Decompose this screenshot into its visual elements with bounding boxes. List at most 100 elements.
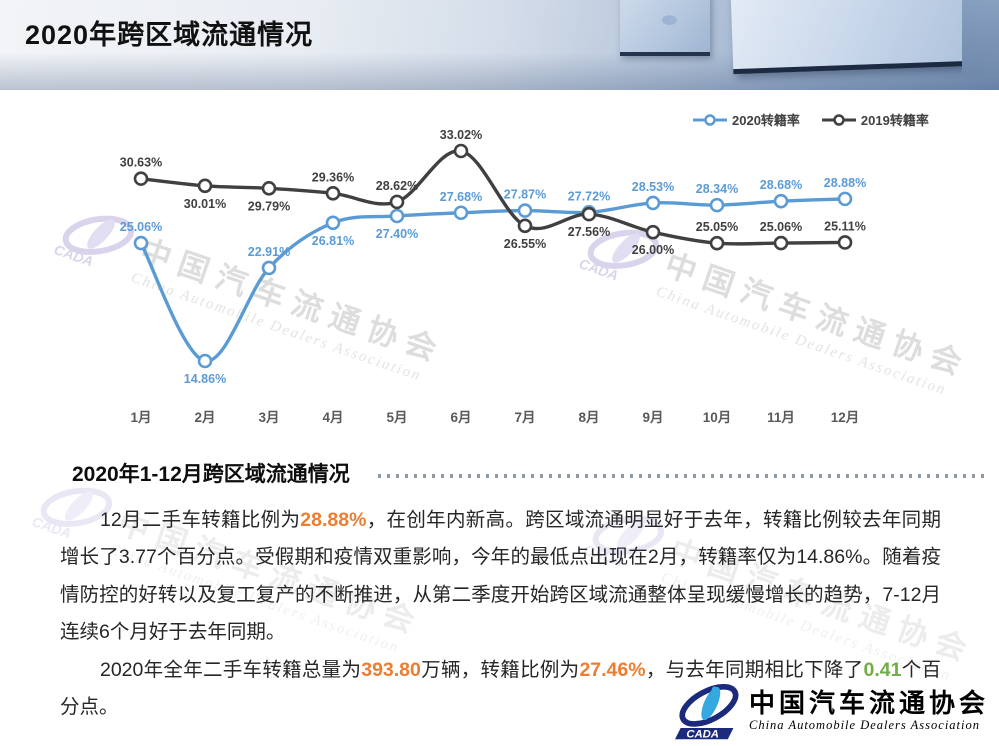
data-point (581, 206, 597, 222)
data-label: 27.87% (504, 188, 546, 202)
data-point (197, 353, 213, 369)
data-label: 30.63% (120, 156, 162, 170)
x-tick-label: 8月 (578, 410, 599, 425)
data-label: 27.40% (376, 227, 418, 241)
data-point (773, 235, 789, 251)
x-tick-label: 4月 (322, 410, 343, 425)
highlight-value: 28.88% (300, 509, 367, 531)
highlight-value: 393.80 (361, 658, 421, 681)
data-point (261, 260, 277, 276)
highlight-value: 0.41 (863, 658, 902, 681)
data-point (261, 181, 277, 196)
data-label: 26.81% (312, 234, 354, 248)
series-0 (133, 191, 853, 369)
analysis-paragraph: 12月二手车转籍比例为28.88%，在创年内新高。跨区域流通明显好于去年，转籍比… (60, 502, 941, 652)
decorative-cube-edge (962, 0, 999, 82)
data-point (453, 205, 469, 221)
series-1 (133, 143, 853, 251)
data-point (517, 218, 533, 234)
dotted-divider (377, 474, 985, 478)
data-label: 28.53% (632, 180, 674, 194)
data-label: 28.68% (760, 178, 802, 192)
transfer-rate-line-chart: 25.06% 14.86% 22.91% 26.81% 27.40% 27.68% 27.8… (120, 128, 866, 425)
x-tick-label: 1月 (130, 410, 151, 425)
text-run: ，与去年同期相比下降了 (645, 658, 864, 681)
legend-marker-2019-icon (821, 113, 856, 126)
data-point (645, 224, 661, 240)
data-label: 25.11% (824, 219, 866, 233)
chart-legend: 2020转籍率 2019转籍率 (693, 110, 929, 129)
cada-logo-text: 中国汽车流通协会 China Automobile Dealers Associ… (749, 690, 989, 731)
data-point (325, 215, 341, 231)
data-label: 29.79% (248, 199, 290, 213)
svg-text:CADA: CADA (686, 728, 719, 740)
analysis-section: 2020年1-12月跨区域流通情况 12月二手车转籍比例为28.88%，在创年内… (0, 452, 999, 727)
decorative-globe-cube (620, 0, 710, 56)
data-point (837, 191, 853, 207)
data-label: 29.36% (312, 170, 354, 184)
transfer-rate-chart-area: 2020转籍率 2019转籍率 25.06% 14.86% 22.91% 26.81%… (0, 96, 999, 446)
data-label: 28.34% (696, 182, 738, 196)
cada-logo-cn: 中国汽车流通协会 (748, 689, 989, 719)
data-label: 27.72% (568, 189, 610, 203)
highlight-value: 27.46% (579, 658, 646, 681)
legend-marker-2020-icon (693, 113, 727, 126)
data-label: 28.62% (376, 179, 418, 193)
cada-logo-icon: CADA (674, 683, 739, 740)
section-heading-row: 2020年1-12月跨区域流通情况 (0, 452, 999, 488)
data-label: 28.88% (824, 176, 866, 190)
data-label: 22.91% (248, 245, 290, 259)
data-point (325, 186, 341, 201)
x-tick-label: 11月 (767, 410, 795, 425)
legend-label-2019: 2019转籍率 (860, 113, 929, 128)
data-label: 33.02% (440, 128, 482, 142)
data-point (517, 203, 533, 218)
data-point (133, 171, 149, 186)
data-point (773, 193, 789, 209)
data-label: 25.06% (120, 220, 162, 234)
analysis-paragraph: 2020年全年二手车转籍总量为393.80万辆，转籍比例为27.46%，与去年同… (60, 652, 941, 727)
data-label: 30.01% (184, 197, 226, 211)
decorative-cube (730, 0, 972, 75)
data-point (645, 195, 661, 211)
data-label: 27.68% (440, 190, 482, 204)
legend-label-2020: 2020转籍率 (732, 113, 800, 128)
text-run: 万辆，转籍比例为 (420, 658, 580, 681)
data-point (709, 197, 725, 213)
text-run: 12月二手车转籍比例为 (99, 509, 301, 531)
data-point (709, 235, 725, 251)
x-tick-label: 7月 (514, 410, 535, 425)
data-point (453, 143, 469, 159)
section-title: 2020年1-12月跨区域流通情况 (72, 463, 350, 486)
x-tick-label: 6月 (450, 410, 471, 425)
data-label: 25.05% (696, 220, 738, 234)
data-point (389, 194, 405, 210)
data-point (133, 235, 149, 251)
data-point (197, 178, 213, 194)
cada-logo-en: China Automobile Dealers Association (748, 717, 981, 732)
analysis-paragraphs: 12月二手车转籍比例为28.88%，在创年内新高。跨区域流通明显好于去年，转籍比… (0, 488, 999, 727)
x-tick-label: 9月 (642, 410, 663, 425)
data-label: 25.06% (760, 220, 802, 234)
text-run: 2020年全年二手车转籍总量为 (99, 658, 362, 681)
legend-item-2020: 2020转籍率 (693, 110, 800, 129)
x-tick-label: 12月 (831, 410, 860, 425)
series-line-0 (139, 197, 846, 363)
text-run: 个百分点。 (60, 658, 941, 719)
series-line-1 (140, 149, 846, 246)
cada-logo: CADA 中国汽车流通协会 China Automobile Dealers A… (674, 680, 989, 742)
x-tick-label: 10月 (703, 410, 732, 425)
data-point (389, 208, 405, 224)
x-tick-label: 3月 (258, 410, 279, 425)
data-label: 26.00% (632, 243, 674, 257)
data-label: 14.86% (184, 372, 226, 386)
x-tick-label: 5月 (386, 410, 407, 425)
page-title: 2020年跨区域流通情况 (25, 20, 314, 50)
legend-item-2019: 2019转籍率 (821, 110, 929, 129)
data-label: 26.55% (504, 237, 546, 251)
slide-header: 2020年跨区域流通情况 (0, 0, 999, 90)
x-tick-label: 2月 (194, 410, 215, 425)
text-run: ，在创年内新高。跨区域流通明显好于去年，转籍比例较去年同期增长了3.77个百分点… (60, 509, 941, 644)
data-label: 27.56% (568, 225, 610, 239)
